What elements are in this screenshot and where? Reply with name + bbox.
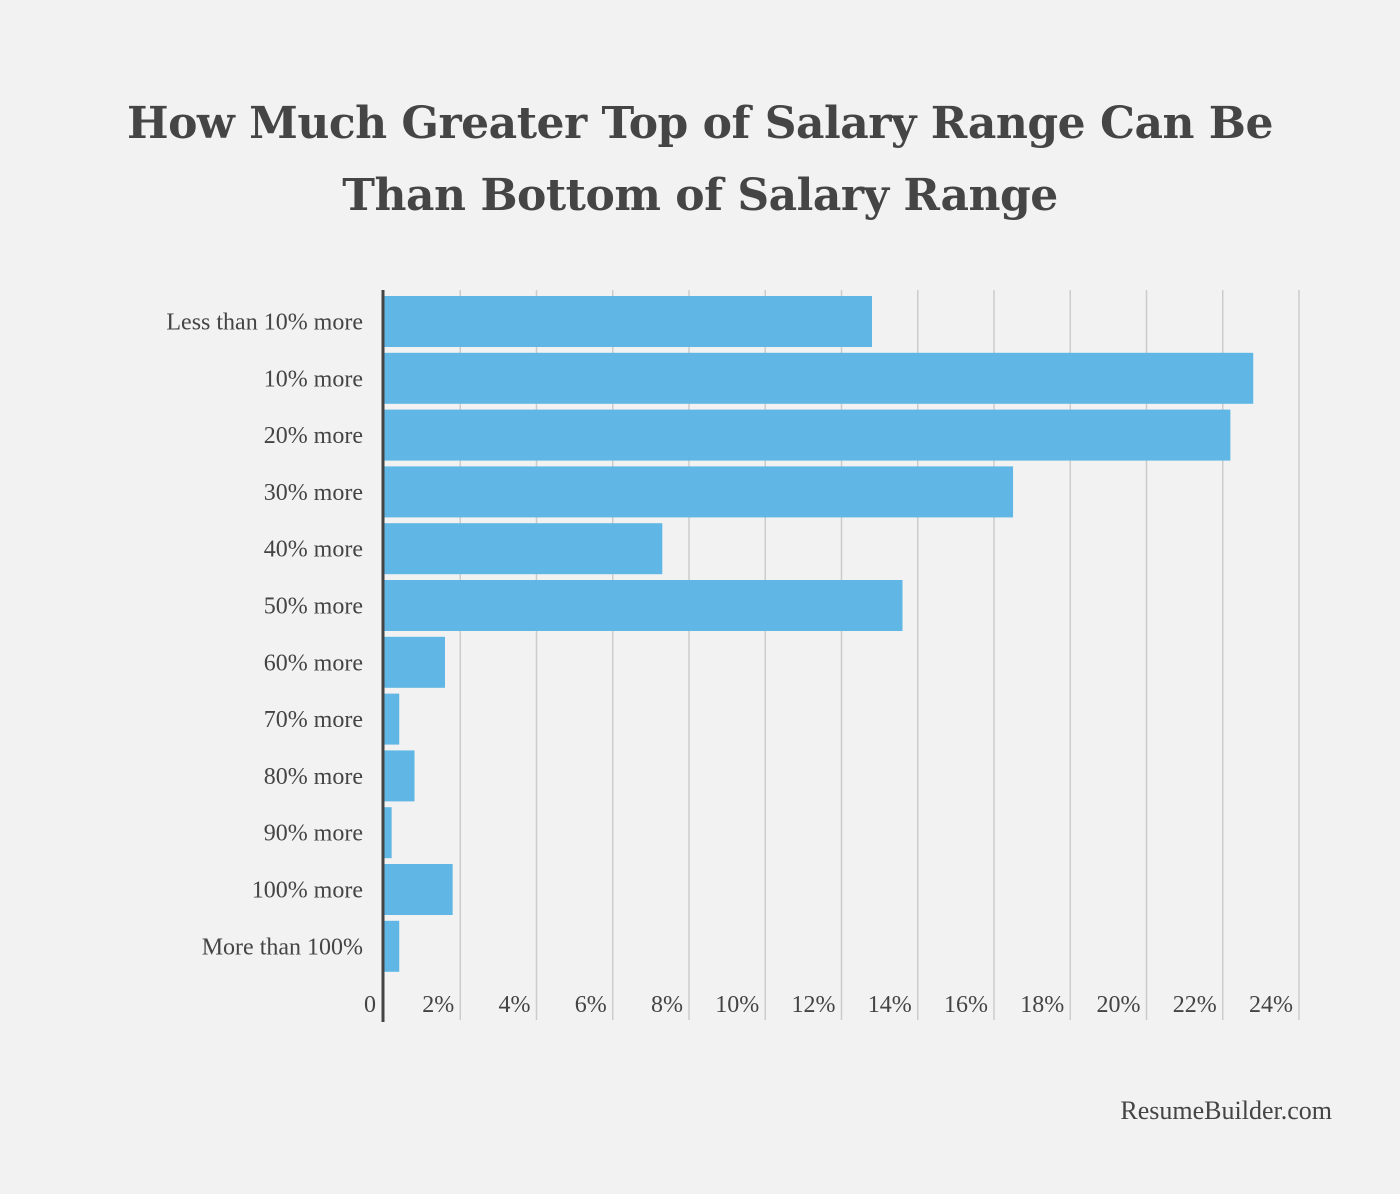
x-tick-label: 14%	[868, 992, 912, 1018]
bar	[384, 750, 415, 802]
x-tick-label: 22%	[1173, 992, 1217, 1018]
category-label: 70% more	[264, 707, 363, 733]
x-tick-label: 8%	[651, 992, 683, 1018]
bar	[384, 807, 392, 859]
category-label: 10% more	[264, 366, 363, 392]
bar	[384, 296, 872, 347]
bar	[384, 523, 663, 575]
x-tick-label: 6%	[575, 992, 607, 1018]
bar	[384, 409, 1231, 461]
x-tick-label: 24%	[1249, 992, 1293, 1018]
x-tick-label: 20%	[1097, 992, 1141, 1018]
category-label: More than 100%	[202, 934, 363, 960]
bars	[384, 296, 1254, 972]
bar	[384, 580, 903, 631]
category-label: 100% more	[252, 878, 363, 904]
chart-title-line-2: Than Bottom of Salary Range	[342, 170, 1058, 221]
x-tick-label: 18%	[1020, 992, 1064, 1018]
category-label: 40% more	[264, 537, 363, 563]
bar	[384, 466, 1014, 518]
bar	[384, 920, 400, 972]
bar	[384, 864, 453, 915]
bar	[384, 693, 400, 745]
category-label: 30% more	[264, 480, 363, 506]
x-tick-label: 10%	[715, 992, 759, 1018]
x-tick-label: 0	[364, 992, 376, 1018]
category-label: Less than 10% more	[166, 310, 363, 336]
source-credit: ResumeBuilder.com	[1120, 1096, 1332, 1125]
bar	[384, 636, 445, 688]
chart-title: How Much Greater Top of Salary Range Can…	[0, 88, 1400, 232]
chart-title-line-1: How Much Greater Top of Salary Range Can…	[127, 98, 1273, 149]
category-labels: Less than 10% more 10% more 20% more 30% mo…	[166, 310, 363, 961]
x-tick-label: 2%	[422, 992, 454, 1018]
x-tick-label: 16%	[944, 992, 988, 1018]
x-tick-label: 12%	[792, 992, 836, 1018]
category-label: 90% more	[264, 821, 363, 847]
x-tick-labels: 0 2% 4% 6% 8% 10% 12% 14% 16% 18% 20% 22% 24%	[364, 992, 1293, 1018]
category-label: 20% more	[264, 423, 363, 449]
bar	[384, 352, 1254, 404]
category-label: 60% more	[264, 650, 363, 676]
category-label: 50% more	[264, 594, 363, 620]
category-label: 80% more	[264, 764, 363, 790]
x-tick-label: 4%	[499, 992, 531, 1018]
